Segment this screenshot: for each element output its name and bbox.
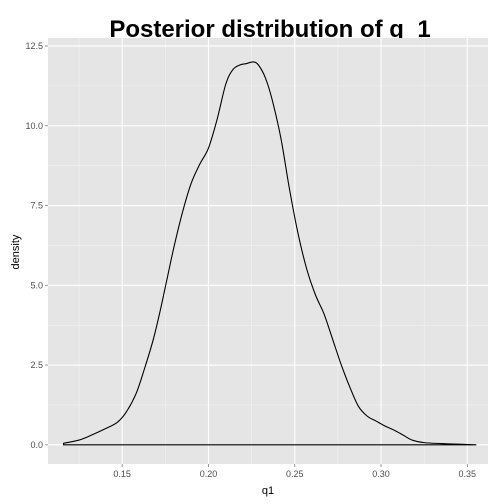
x-tick-label: 0.15 bbox=[113, 469, 131, 479]
x-tick-label: 0.35 bbox=[459, 469, 477, 479]
x-axis-title: q1 bbox=[262, 485, 274, 497]
y-tick-label: 5.0 bbox=[30, 280, 43, 290]
x-axis-ticks: 0.15 0.20 0.25 0.30 0.35 bbox=[113, 464, 476, 479]
x-tick-label: 0.25 bbox=[286, 469, 304, 479]
y-axis-title: density bbox=[10, 234, 22, 269]
y-tick-label: 0.0 bbox=[30, 440, 43, 450]
y-tick-label: 10.0 bbox=[25, 121, 43, 131]
x-tick-label: 0.20 bbox=[200, 469, 218, 479]
y-tick-label: 7.5 bbox=[30, 201, 43, 211]
x-tick-label: 0.30 bbox=[372, 469, 390, 479]
density-curve bbox=[62, 61, 477, 446]
y-axis-ticks: 0.0 2.5 5.0 7.5 10.0 12.5 bbox=[25, 41, 48, 450]
plot-panel bbox=[48, 38, 488, 464]
density-series bbox=[62, 61, 477, 446]
y-tick-label: 2.5 bbox=[30, 360, 43, 370]
y-tick-label: 12.5 bbox=[25, 41, 43, 51]
